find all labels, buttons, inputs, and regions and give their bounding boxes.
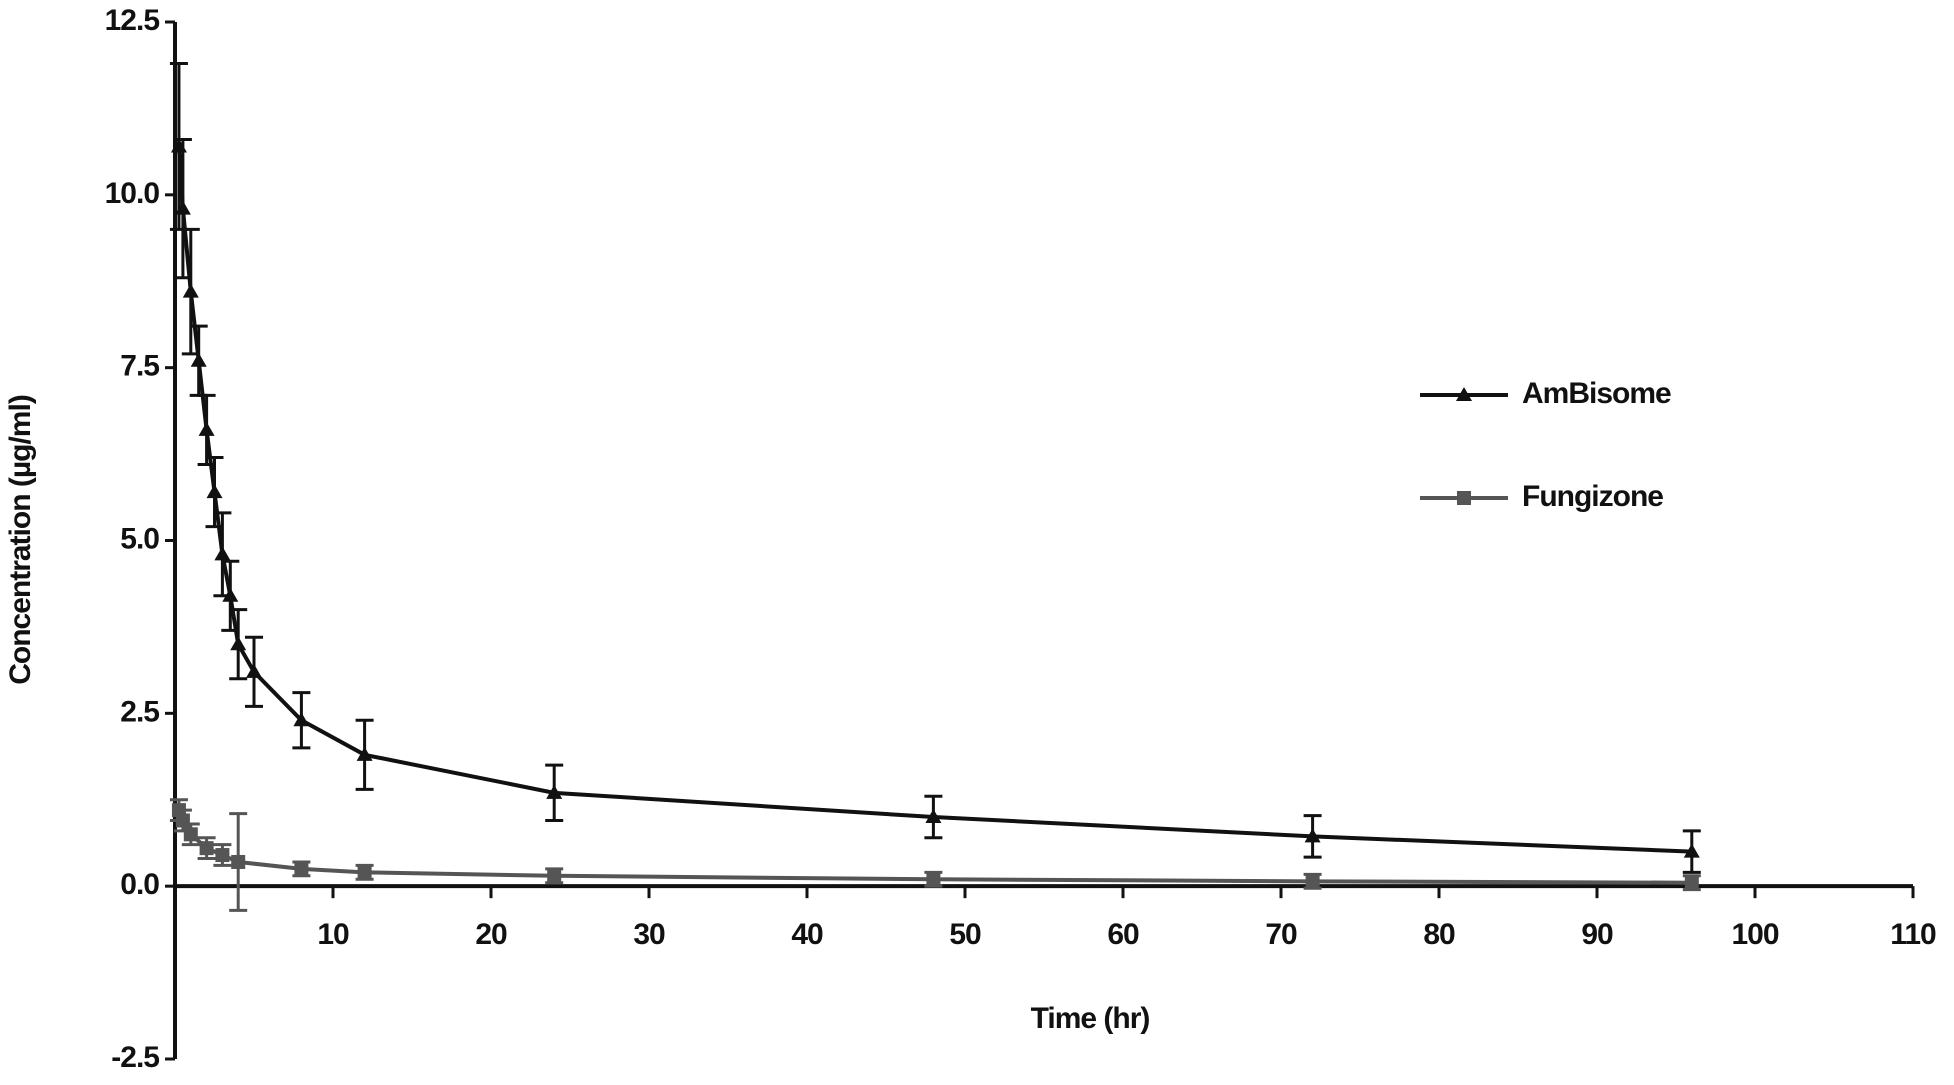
y-axis-label: Concentration (µg/ml)	[4, 395, 37, 685]
data-point	[182, 283, 199, 298]
y-tick-label: 10.0	[105, 177, 160, 210]
data-point	[356, 746, 373, 761]
data-point	[190, 352, 207, 367]
data-point	[230, 636, 247, 651]
data-point	[294, 861, 309, 876]
x-tick-label: 10	[317, 918, 349, 951]
data-point	[214, 546, 231, 561]
x-tick-label: 50	[949, 918, 981, 951]
x-tick-label: 90	[1581, 918, 1613, 951]
x-tick-label: 100	[1731, 918, 1778, 951]
x-axis-label: Time (hr)	[1031, 1002, 1150, 1035]
data-point	[174, 200, 191, 215]
data-point	[1305, 874, 1320, 889]
data-point	[357, 865, 372, 880]
y-tick-label: 12.5	[105, 4, 160, 37]
data-point	[206, 484, 223, 499]
x-tick-label: 110	[1890, 918, 1936, 951]
y-tick-label: 0.0	[120, 868, 159, 901]
data-point	[183, 827, 198, 842]
data-point	[198, 421, 215, 436]
data-point	[199, 841, 214, 856]
legend-marker	[1456, 387, 1472, 401]
data-point	[215, 848, 230, 863]
data-point	[547, 868, 562, 883]
data-point	[925, 809, 942, 824]
x-tick-label: 20	[475, 918, 507, 951]
y-tick-label: 7.5	[120, 350, 159, 383]
data-point	[926, 872, 941, 887]
data-point	[293, 712, 310, 727]
legend-label: AmBisome	[1522, 377, 1671, 410]
x-tick-label: 70	[1265, 918, 1297, 951]
data-point	[1683, 843, 1700, 858]
data-point	[1304, 828, 1321, 843]
x-tick-label: 30	[633, 918, 665, 951]
data-point	[1684, 875, 1699, 890]
data-point	[231, 854, 246, 869]
x-tick-label: 80	[1423, 918, 1455, 951]
data-point	[246, 663, 262, 678]
data-point	[546, 784, 563, 799]
y-tick-label: 2.5	[120, 695, 159, 728]
legend-marker	[1457, 491, 1471, 505]
data-point	[222, 587, 239, 602]
y-tick-label: -2.5	[111, 1041, 159, 1074]
x-tick-label: 60	[1107, 918, 1139, 951]
y-tick-label: 5.0	[120, 522, 159, 555]
legend-label: Fungizone	[1522, 480, 1663, 513]
x-tick-label: 40	[791, 918, 823, 951]
